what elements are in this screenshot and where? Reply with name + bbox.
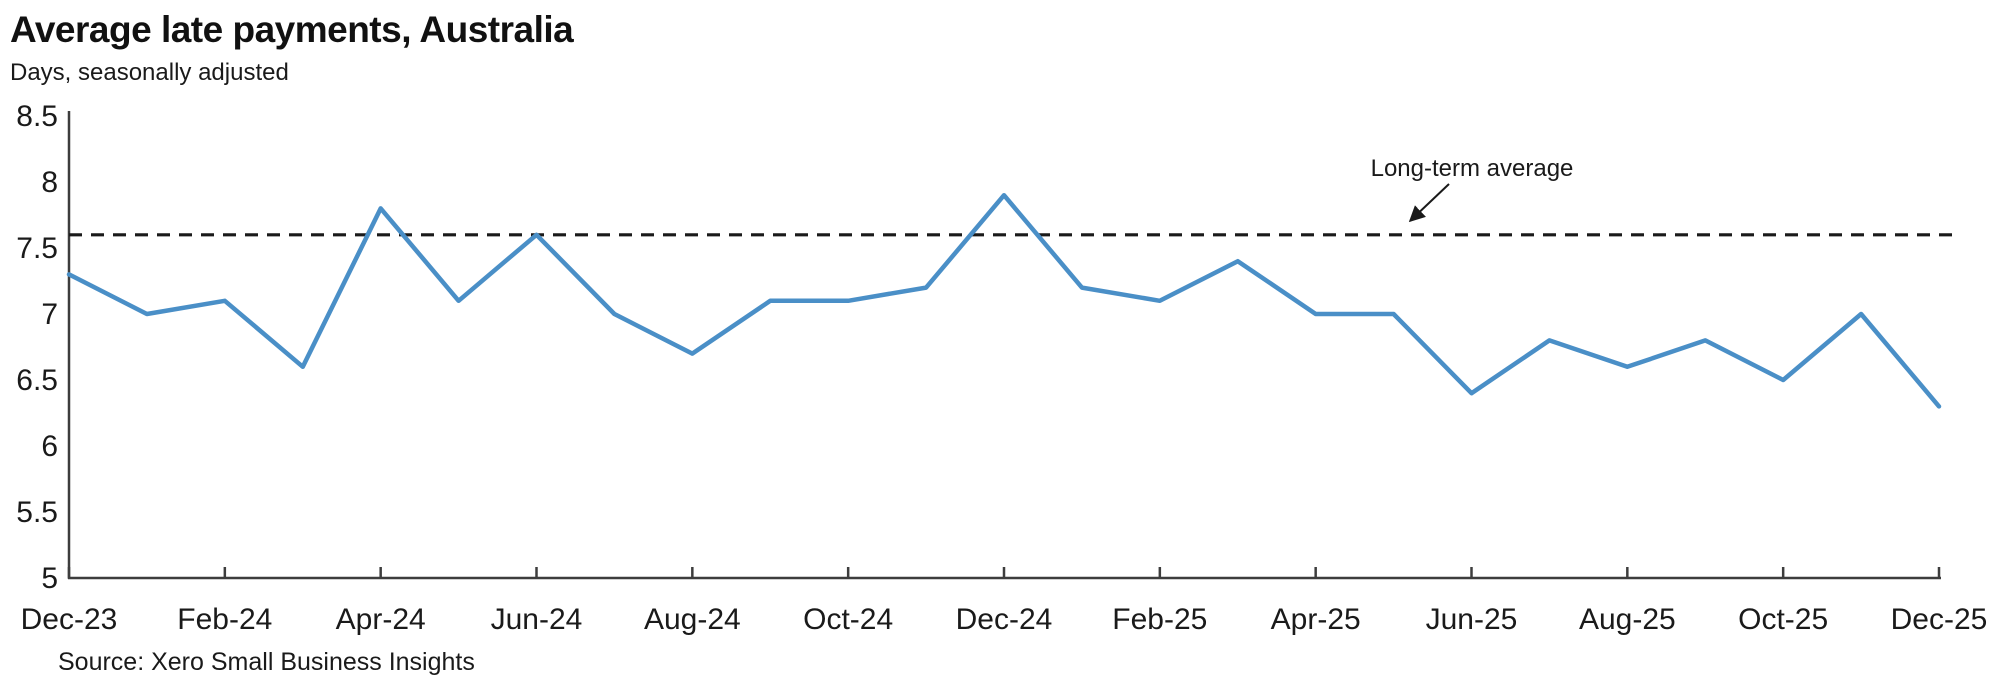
series-line	[66, 192, 1942, 409]
y-tick-label: 6	[41, 430, 58, 463]
x-tick-label: Aug-24	[644, 603, 741, 636]
y-tick-label: 5.5	[16, 496, 58, 529]
x-tick-label: Jun-24	[491, 603, 583, 636]
x-tick-label: Jun-25	[1426, 603, 1518, 636]
x-tick-label: Aug-25	[1579, 603, 1676, 636]
x-tick-label: Oct-24	[803, 603, 893, 636]
annotation-arrow	[1408, 183, 1450, 223]
y-tick-label: 6.5	[16, 364, 58, 397]
chart-subtitle: Days, seasonally adjusted	[10, 58, 289, 86]
x-tick-label: Dec-24	[956, 603, 1053, 636]
y-tick-label: 7.5	[16, 232, 58, 265]
chart-title: Average late payments, Australia	[10, 9, 574, 50]
y-tick-label: 5	[41, 562, 58, 595]
x-tick-label: Feb-24	[177, 603, 272, 636]
x-tick-label: Oct-25	[1738, 603, 1828, 636]
y-tick-label: 8.5	[16, 100, 58, 133]
x-tick-label: Apr-24	[336, 603, 426, 636]
x-tick-label: Apr-25	[1271, 603, 1361, 636]
y-tick-label: 8	[41, 166, 58, 199]
x-tick-label: Dec-23	[21, 603, 118, 636]
chart-header: Average late payments, Australia Days, s…	[10, 9, 574, 87]
x-tick-label: Dec-25	[1891, 603, 1988, 636]
source-note: Source: Xero Small Business Insights	[58, 648, 475, 676]
x-tick-label: Feb-25	[1112, 603, 1207, 636]
y-tick-label: 7	[41, 298, 58, 331]
annotation-label: Long-term average	[1371, 155, 1574, 182]
